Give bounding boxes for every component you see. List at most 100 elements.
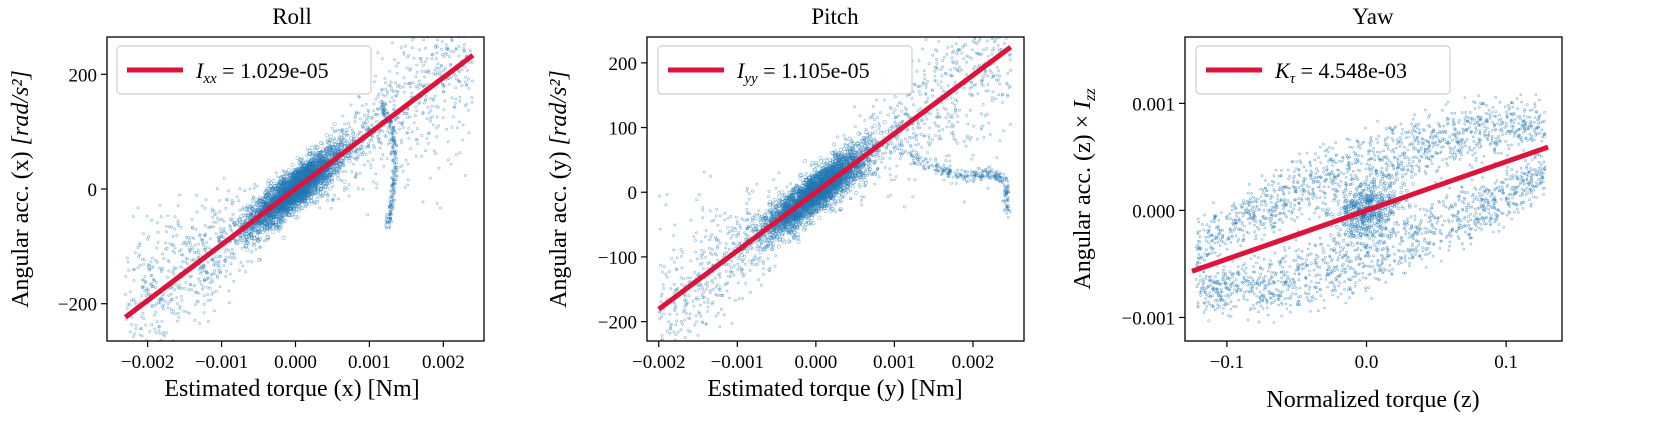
roll-scatter-point	[140, 257, 144, 261]
roll-scatter-point	[307, 152, 312, 157]
roll-scatter-point	[315, 154, 319, 157]
roll-scatter-point	[434, 152, 437, 156]
roll-scatter-point	[182, 309, 186, 313]
roll-scatter-point	[414, 154, 418, 158]
roll-scatter-point	[211, 215, 215, 219]
roll-scatter-point	[212, 225, 216, 229]
roll-scatter-point	[202, 248, 206, 252]
roll-scatter-point	[254, 204, 258, 208]
roll-scatter-point	[460, 23, 462, 25]
roll-scatter-point	[437, 166, 441, 170]
roll-scatter-point	[439, 47, 443, 51]
pitch-scatter-point	[803, 178, 808, 183]
roll-scatter-point	[355, 111, 358, 115]
roll-scatter-point	[277, 216, 282, 221]
roll-legend-box	[116, 45, 372, 95]
roll-scatter-point	[163, 299, 167, 303]
roll-scatter-point	[138, 333, 142, 337]
pitch-scatter-point	[750, 221, 755, 226]
roll-scatter-point	[383, 133, 387, 137]
roll-scatter-point	[156, 230, 160, 234]
roll-scatter-point	[325, 145, 329, 149]
roll-scatter-point	[324, 156, 328, 160]
roll-scatter-point	[462, 4, 464, 6]
roll-scatter-point	[390, 184, 394, 188]
roll-scatter-point	[374, 172, 378, 176]
roll-scatter-point	[310, 186, 314, 190]
roll-scatter-point	[223, 250, 227, 254]
roll-scatter-point	[157, 339, 160, 341]
roll-scatter-point	[458, 37, 461, 39]
roll-scatter-point	[431, 33, 433, 35]
roll-scatter-point	[237, 222, 242, 227]
roll-scatter-point	[306, 158, 311, 163]
roll-scatter-point	[142, 317, 146, 321]
roll-scatter-point	[297, 208, 302, 213]
roll-scatter-point	[162, 303, 166, 307]
roll-scatter-point	[350, 150, 353, 154]
roll-scatter-point	[243, 234, 246, 238]
roll-scatter-point	[453, 101, 457, 105]
roll-scatter-point	[313, 192, 317, 196]
roll-scatter-point	[189, 245, 193, 249]
roll-scatter-point	[187, 288, 191, 292]
roll-scatter-point	[322, 159, 326, 163]
roll-scatter-point	[354, 173, 358, 177]
roll-scatter-point	[243, 189, 247, 193]
roll-scatter-point	[188, 249, 192, 252]
roll-scatter-point	[323, 174, 328, 179]
roll-scatter-point	[276, 191, 280, 194]
roll-scatter-point	[364, 128, 368, 132]
roll-scatter-point	[165, 331, 169, 335]
roll-scatter-point	[209, 237, 213, 241]
roll-scatter-point	[154, 286, 158, 290]
roll-scatter-point	[262, 228, 267, 233]
roll-scatter-point	[294, 198, 299, 203]
roll-scatter-point	[306, 164, 310, 168]
roll-scatter-point	[230, 248, 234, 251]
roll-scatter-point	[466, 77, 470, 81]
roll-scatter-point	[314, 155, 319, 160]
roll-scatter-point	[271, 179, 276, 184]
roll-scatter-point	[380, 109, 384, 112]
roll-scatter-point	[230, 202, 234, 206]
roll-scatter-point	[149, 349, 151, 351]
roll-scatter-point	[436, 62, 440, 66]
roll-scatter-point	[424, 149, 427, 153]
roll-scatter-point	[370, 138, 374, 142]
roll-scatter-point	[132, 268, 136, 272]
roll-scatter-point	[130, 323, 134, 327]
roll-scatter-point	[458, 80, 462, 84]
roll-scatter-point	[387, 206, 391, 210]
roll-scatter-point	[455, 126, 459, 130]
roll-scatter-point	[388, 100, 392, 104]
roll-scatter-point	[271, 227, 275, 230]
roll-scatter-point	[392, 201, 395, 205]
roll-scatter-point	[210, 207, 214, 211]
roll-scatter-point	[430, 52, 434, 56]
roll-scatter-point	[266, 181, 271, 186]
roll-scatter-point	[468, 27, 470, 29]
roll-scatter-point	[356, 187, 360, 191]
roll-scatter-point	[167, 225, 171, 229]
roll-scatter-point	[468, 49, 472, 53]
roll-scatter-point	[395, 175, 399, 178]
roll-scatter-point	[318, 155, 323, 160]
roll-scatter-point	[412, 121, 416, 125]
roll-scatter-point	[455, 33, 457, 35]
roll-scatter-point	[433, 68, 437, 72]
roll-scatter-point	[290, 201, 293, 205]
roll-scatter-point	[347, 183, 351, 187]
roll-y-axis-label: Angular acc. (x) [rad/s²]	[8, 70, 34, 308]
roll-scatter-point	[246, 211, 251, 216]
roll-scatter-point	[252, 186, 256, 190]
roll-scatter-point	[328, 144, 332, 148]
roll-scatter-point	[264, 230, 269, 235]
roll-scatter-point	[314, 188, 318, 192]
roll-scatter-point	[358, 117, 362, 121]
roll-scatter-point	[326, 198, 329, 202]
roll-scatter-point	[227, 249, 231, 253]
roll-scatter-point	[345, 130, 349, 134]
roll-scatter-point	[296, 179, 300, 182]
roll-scatter-point	[361, 126, 365, 130]
